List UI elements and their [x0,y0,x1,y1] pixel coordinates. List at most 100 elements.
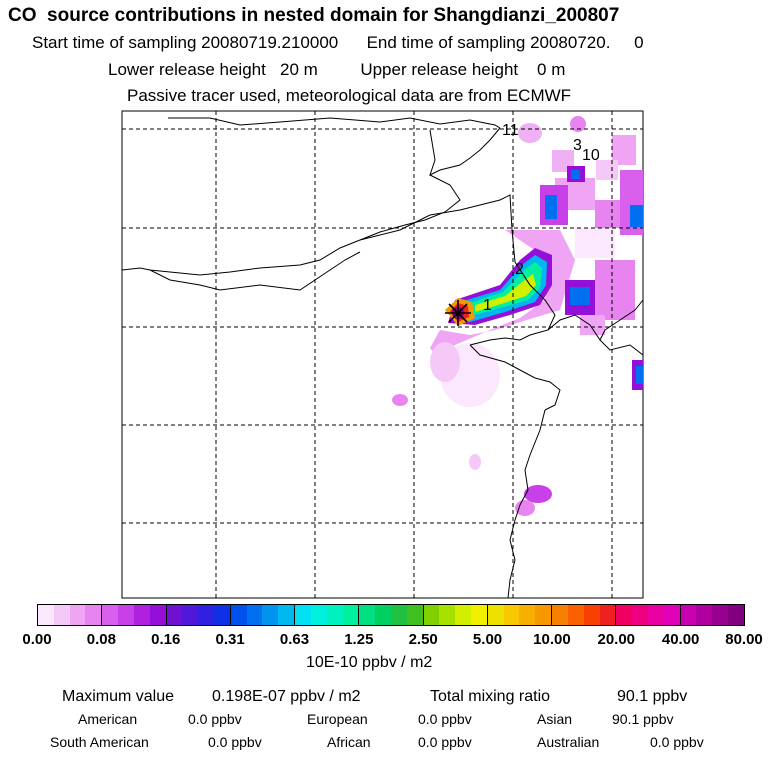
colorbar [37,604,745,626]
colorbar-tick-label: 10.00 [533,631,571,648]
colorbar-swatch [53,605,70,625]
max-value: 0.198E-07 ppbv / m2 [212,688,361,705]
region-name: South American [50,734,149,750]
colorbar-swatch [423,605,440,625]
colorbar-tick-label: 80.00 [725,631,763,648]
colorbar-tick-label: 0.08 [86,631,116,648]
lower-height-value: 20 m [280,60,318,79]
colorbar-tick-label: 20.00 [597,631,636,648]
colorbar-swatch [326,605,343,625]
start-time-value: 20080719.210000 [201,33,339,52]
colorbar-swatch [455,605,472,625]
colorbar-swatch [632,605,649,625]
colorbar-swatch [696,605,713,625]
colorbar-swatch [342,605,359,625]
end-time-label: End time of sampling [366,33,526,52]
colorbar-swatch [38,605,54,625]
colorbar-swatch [487,605,504,625]
colorbar-tick-label: 0.00 [22,631,52,648]
colorbar-swatch [680,605,697,625]
total-mixing-label: Total mixing ratio [430,688,551,705]
colorbar-swatch [262,605,279,625]
release-height-line: Lower release height 20 m Upper release … [108,61,565,78]
colorbar-swatch [375,605,391,625]
colorbar-interval [295,605,360,625]
colorbar-swatch [503,605,520,625]
colorbar-swatch [616,605,633,625]
colorbar-swatch [182,605,199,625]
concentration-field [392,116,643,516]
region-value: 0.0 ppbv [650,734,704,750]
sampling-time-line: Start time of sampling 20080719.210000 E… [32,34,644,51]
colorbar-swatch [213,605,230,625]
colorbar-swatch [519,605,536,625]
colorbar-units: 10E-10 ppbv / m2 [306,654,433,671]
colorbar-swatch [583,605,600,625]
colorbar-interval [487,605,553,625]
colorbar-swatch [230,605,247,625]
colorbar-swatch [278,605,295,625]
upper-height-label: Upper release height [360,60,519,79]
colorbar-swatch [85,605,102,625]
colorbar-swatch [198,605,214,625]
end-time-value: 20080720. [530,33,611,52]
colorbar-interval [616,605,681,625]
marker-11: 11 [502,122,519,139]
colorbar-swatch [133,605,150,625]
region-value: 0.0 ppbv [418,734,472,750]
max-value-label: Maximum value [62,688,175,705]
source-markers: 1 2 3 10 11 [483,122,600,314]
colorbar-interval [166,605,231,625]
colorbar-swatch [439,605,456,625]
colorbar-swatch [69,605,86,625]
colorbar-swatch [149,605,166,625]
region-name: Australian [537,734,600,750]
colorbar-swatch [118,605,134,625]
colorbar-tick-label: 0.31 [215,631,245,648]
colorbar-interval [38,605,103,625]
colorbar-interval [423,605,488,625]
map-panel: 1 2 3 10 11 [121,110,644,599]
region-name: Asian [537,711,573,727]
colorbar-swatch [471,605,487,625]
colorbar-swatch [390,605,407,625]
colorbar-swatch [712,605,729,625]
end-time-suffix: 0 [634,33,644,52]
colorbar-swatch [295,605,311,625]
marker-10: 10 [582,147,600,164]
colorbar-tick-label: 40.00 [661,631,700,648]
colorbar-swatch [102,605,119,625]
colorbar-interval [359,605,424,625]
colorbar-tick-label: 2.50 [408,631,438,648]
colorbar-tick-label: 5.00 [472,631,503,648]
lower-height-label: Lower release height [108,60,266,79]
start-time-label: Start time of sampling [32,33,197,52]
colorbar-interval [230,605,296,625]
tracer-note: Passive tracer used, meteorological data… [127,86,572,105]
colorbar-tick-label: 0.16 [151,631,181,648]
graticule [122,111,643,598]
marker-1: 1 [483,297,492,314]
total-mixing-value: 90.1 ppbv [617,688,688,705]
region-name: European [307,711,368,727]
region-name: African [327,734,371,750]
colorbar-swatch [310,605,327,625]
colorbar-interval [680,605,744,625]
region-name: American [78,711,138,727]
colorbar-swatch [599,605,616,625]
receptor-site-icon [445,300,471,326]
colorbar-swatch [728,605,744,625]
colorbar-swatch [567,605,584,625]
colorbar-interval [552,605,617,625]
marker-2: 2 [515,261,524,278]
colorbar-interval [102,605,167,625]
colorbar-swatch [359,605,376,625]
colorbar-tick-label: 0.63 [279,631,310,648]
marker-3: 3 [573,137,582,154]
region-value: 0.0 ppbv [208,734,262,750]
upper-height-value: 0 m [537,60,566,79]
colorbar-swatch [406,605,423,625]
plot-title: CO source contributions in nested domain… [8,5,620,26]
colorbar-tick-label: 1.25 [344,631,374,648]
colorbar-swatch [166,605,183,625]
